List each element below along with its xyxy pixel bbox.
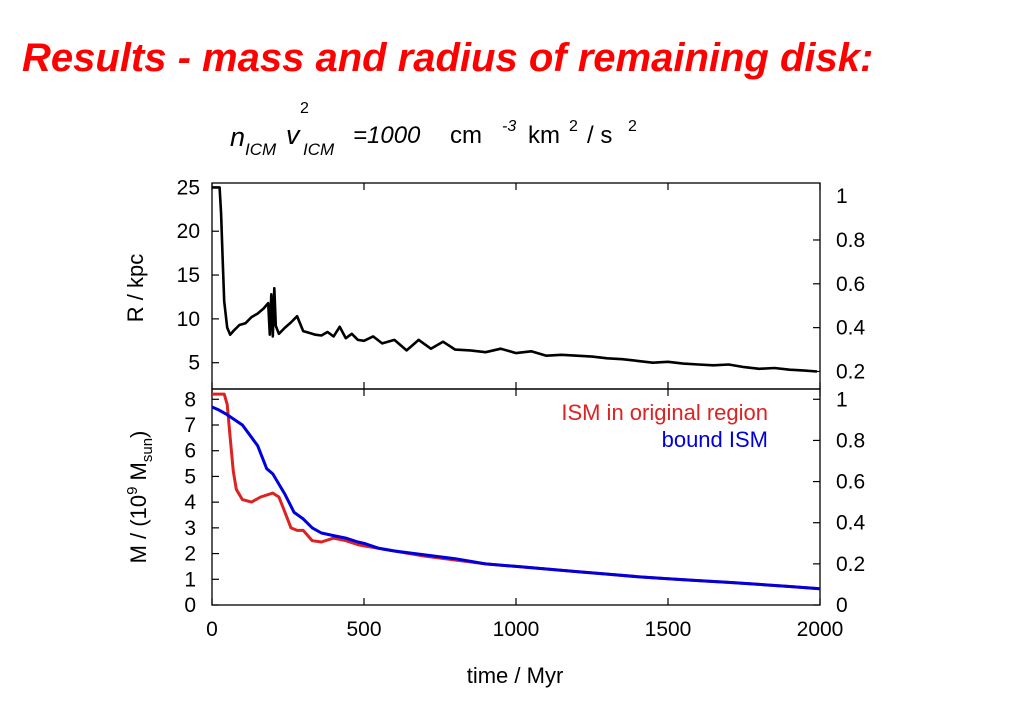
legend-bound-ism: bound ISM bbox=[662, 427, 768, 452]
x-tick-label: 0 bbox=[206, 618, 218, 641]
right-tick-label: 0.6 bbox=[836, 471, 865, 494]
top-right-axis: 0.2 0.4 0.6 0.8 1 bbox=[813, 185, 866, 383]
y-tick-label: 4 bbox=[184, 491, 196, 514]
formula-unit-s-exp: 2 bbox=[628, 118, 637, 135]
formula-unit-cm: cm bbox=[450, 122, 482, 149]
formula-n-sub: ICM bbox=[245, 140, 277, 159]
top-panel-frame bbox=[211, 182, 821, 390]
y-tick-label: 7 bbox=[184, 414, 196, 437]
y-tick-label: 8 bbox=[184, 388, 196, 411]
xlabel: time / Myr bbox=[467, 663, 564, 688]
y-tick-label: 15 bbox=[177, 264, 200, 287]
formula: n ICM v 2 ICM =1000 cm -3 km 2 / s 2 bbox=[230, 100, 690, 164]
y-tick-label: 5 bbox=[184, 465, 196, 488]
bottom-right-axis: 0 0.2 0.4 0.6 0.8 1 bbox=[813, 388, 866, 617]
formula-value: =1000 bbox=[353, 122, 421, 149]
y-tick-label: 25 bbox=[177, 176, 200, 199]
y-tick-label: 20 bbox=[177, 220, 200, 243]
formula-unit-km-exp: 2 bbox=[569, 118, 578, 135]
formula-unit-cm-exp: -3 bbox=[502, 118, 517, 135]
right-tick-label: 0.4 bbox=[836, 512, 866, 535]
right-tick-label: 0.2 bbox=[836, 360, 865, 383]
y-tick-label: 2 bbox=[184, 543, 196, 566]
y-tick-label: 10 bbox=[177, 308, 200, 331]
formula-unit-km: km bbox=[528, 122, 560, 149]
y-tick-label: 5 bbox=[188, 352, 200, 375]
formula-v: v bbox=[286, 120, 300, 150]
formula-unit-sep: / s bbox=[587, 122, 613, 149]
legend-ism-original: ISM in original region bbox=[561, 400, 768, 425]
bottom-x-axis: 0 500 1000 1500 2000 bbox=[206, 389, 843, 641]
radius-line bbox=[212, 186, 818, 373]
x-tick-label: 500 bbox=[346, 618, 381, 641]
right-tick-label: 0.6 bbox=[836, 273, 865, 296]
y-tick-label: 0 bbox=[184, 594, 196, 617]
y-tick-label: 1 bbox=[184, 568, 196, 591]
right-tick-label: 0.4 bbox=[836, 317, 866, 340]
top-x-ticks bbox=[211, 183, 821, 389]
top-ylabel: R / kpc bbox=[123, 254, 148, 322]
x-tick-label: 2000 bbox=[797, 618, 844, 641]
formula-v-sub: ICM bbox=[303, 140, 335, 159]
right-tick-label: 0.2 bbox=[836, 553, 865, 576]
formula-v-sup: 2 bbox=[300, 100, 309, 117]
bottom-ylabel: M / (109 Msun) bbox=[124, 431, 156, 564]
x-tick-label: 1000 bbox=[493, 618, 540, 641]
top-left-axis: 5 10 15 20 25 bbox=[177, 176, 219, 375]
x-tick-label: 1500 bbox=[645, 618, 692, 641]
right-tick-label: 1 bbox=[836, 185, 848, 208]
formula-n: n bbox=[230, 122, 246, 152]
right-tick-label: 0.8 bbox=[836, 229, 865, 252]
right-tick-label: 1 bbox=[836, 388, 848, 411]
right-tick-label: 0 bbox=[836, 594, 848, 617]
mass-series-group bbox=[211, 392, 821, 591]
y-tick-label: 3 bbox=[184, 517, 196, 540]
bound-ism-line bbox=[211, 405, 821, 591]
right-tick-label: 0.8 bbox=[836, 429, 865, 452]
slide-title: Results - mass and radius of remaining d… bbox=[22, 36, 874, 80]
radius-series-group bbox=[212, 186, 818, 373]
y-tick-label: 6 bbox=[184, 440, 196, 463]
